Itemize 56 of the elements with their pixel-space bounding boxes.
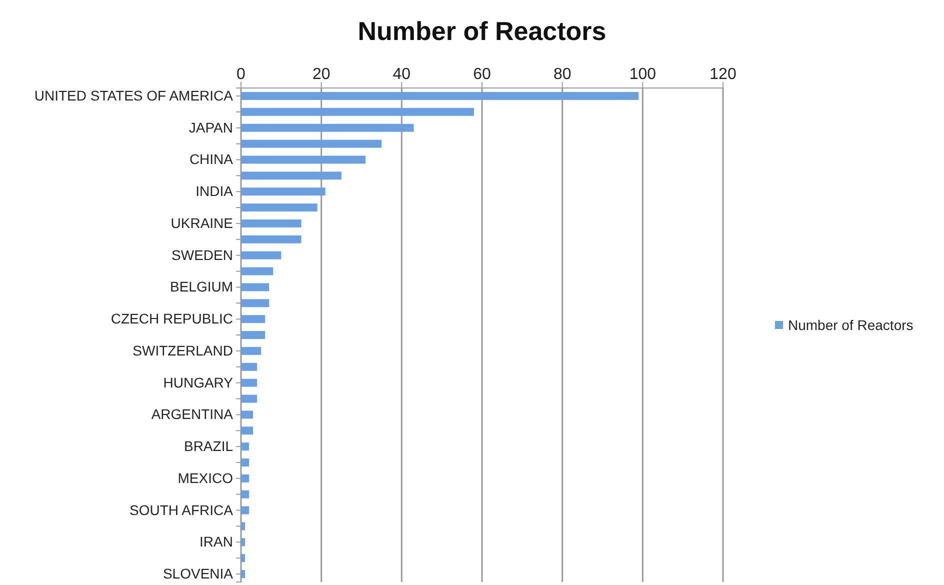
y-tick-label: UNITED STATES OF AMERICA (34, 87, 234, 104)
bar (241, 283, 270, 292)
y-tick-label: SWEDEN (172, 246, 233, 263)
legend-label: Number of Reactors (788, 317, 914, 333)
x-tick-label: 60 (473, 66, 491, 83)
bar (241, 124, 414, 132)
y-tick-label: SLOVENIA (162, 566, 234, 582)
bar (241, 346, 262, 355)
bar (241, 538, 246, 546)
bar (241, 156, 366, 164)
y-tick-label: UKRAINE (170, 214, 233, 231)
y-tick-label: SWITZERLAND (132, 342, 233, 358)
bar (241, 299, 270, 308)
y-tick-label: BELGIUM (170, 278, 233, 295)
bar (241, 362, 258, 371)
bar (241, 235, 302, 244)
y-tick-label: CHINA (189, 151, 234, 168)
bar (241, 267, 274, 276)
bar (241, 426, 254, 435)
bar (241, 410, 254, 419)
x-tick-label: 40 (392, 66, 411, 83)
y-tick-label: CZECH REPUBLIC (110, 310, 233, 327)
y-tick-label: HUNGARY (163, 374, 234, 390)
bar (241, 554, 246, 562)
bar (241, 490, 250, 498)
bar (241, 394, 258, 403)
bar (241, 331, 266, 339)
bar (241, 172, 342, 180)
bar (241, 442, 250, 451)
bar (241, 219, 302, 228)
bar (241, 506, 250, 514)
bar (241, 522, 246, 530)
x-tick-label: 100 (629, 66, 656, 83)
bar (241, 378, 258, 387)
chart-title: Number of Reactors (358, 16, 606, 46)
bar (241, 108, 474, 116)
bar (241, 204, 318, 212)
y-tick-label: INDIA (196, 183, 234, 200)
bar (241, 570, 246, 578)
y-tick-label: IRAN (200, 534, 233, 550)
x-tick-label: 20 (312, 66, 330, 83)
bar (241, 92, 639, 100)
bar (241, 474, 250, 482)
bar (241, 458, 250, 466)
y-tick-label: JAPAN (188, 119, 233, 136)
x-tick-label: 120 (710, 66, 736, 83)
y-tick-label: ARGENTINA (151, 406, 234, 422)
x-tick-label: 0 (236, 66, 246, 83)
bar (241, 188, 326, 196)
bar (241, 140, 382, 148)
bar (241, 251, 282, 260)
y-tick-label: MEXICO (178, 470, 234, 486)
y-tick-label: BRAZIL (184, 438, 234, 454)
y-tick-label: SOUTH AFRICA (130, 502, 234, 518)
x-tick-label: 80 (553, 66, 572, 83)
bar (241, 315, 266, 324)
